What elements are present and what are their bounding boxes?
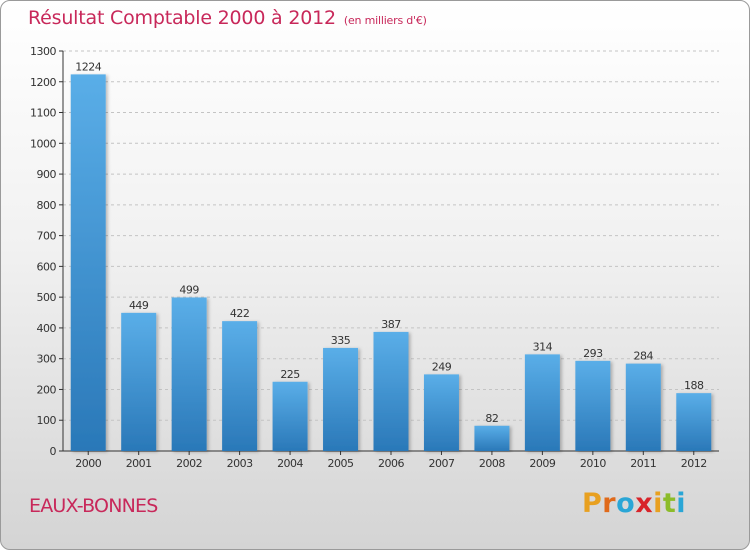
bar-value-label: 387	[381, 318, 401, 331]
logo-letter: i	[653, 488, 663, 519]
bar-value-label: 284	[634, 350, 654, 363]
bar	[474, 425, 510, 451]
bar-value-label: 188	[684, 379, 704, 392]
chart-unit-label: (en milliers d'€)	[343, 14, 427, 27]
place-name: EAUX-BONNES	[29, 495, 158, 517]
y-tick-label: 1200	[30, 76, 56, 89]
x-tick-label: 2007	[428, 457, 454, 470]
x-tick-label: 2009	[529, 457, 555, 470]
y-tick-label: 100	[37, 414, 57, 427]
x-tick-label: 2003	[227, 457, 253, 470]
bar-value-label: 249	[432, 360, 452, 373]
bar	[323, 347, 359, 451]
proxiti-logo: Proxiti	[582, 488, 686, 519]
y-tick-label: 500	[37, 291, 57, 304]
x-tick-label: 2008	[479, 457, 505, 470]
bar-value-label: 335	[331, 334, 351, 347]
y-tick-label: 1000	[30, 137, 56, 150]
bar	[676, 393, 712, 451]
chart-title-text: Résultat Comptable 2000 à 2012	[28, 7, 336, 29]
bar-value-label: 225	[280, 368, 300, 381]
y-tick-label: 300	[37, 353, 57, 366]
bar	[524, 354, 560, 451]
logo-letter: i	[676, 488, 687, 519]
y-tick-label: 600	[37, 260, 57, 273]
bar-value-label: 1224	[75, 60, 101, 73]
x-tick-label: 2011	[630, 457, 656, 470]
logo-letter: t	[662, 488, 677, 519]
x-tick-label: 2001	[126, 457, 152, 470]
bar-value-label: 499	[179, 283, 199, 296]
bar	[70, 74, 106, 451]
logo-letter: P	[582, 488, 603, 519]
bar	[575, 360, 611, 451]
y-tick-label: 200	[37, 383, 57, 396]
chart-title: Résultat Comptable 2000 à 2012 (en millie…	[28, 7, 427, 29]
y-tick-label: 900	[37, 168, 57, 181]
bar-value-label: 314	[533, 340, 553, 353]
x-tick-label: 2006	[378, 457, 404, 470]
x-tick-label: 2010	[580, 457, 606, 470]
x-tick-label: 2000	[75, 457, 101, 470]
y-tick-label: 700	[37, 230, 57, 243]
bar	[423, 374, 459, 451]
bar	[121, 312, 157, 451]
bar	[625, 363, 661, 451]
x-tick-label: 2005	[328, 457, 354, 470]
bar	[171, 297, 207, 451]
logo-letter: o	[616, 488, 636, 519]
bar-value-label: 293	[583, 347, 603, 360]
bar-value-label: 82	[485, 412, 498, 425]
logo-letter: x	[635, 488, 654, 519]
bar	[373, 331, 409, 451]
y-tick-label: 1100	[30, 107, 56, 120]
x-tick-label: 2002	[176, 457, 202, 470]
bar-value-label: 449	[129, 299, 149, 312]
bar	[272, 381, 308, 451]
bar-value-label: 422	[230, 307, 250, 320]
y-tick-label: 1300	[30, 45, 56, 58]
x-tick-label: 2004	[277, 457, 303, 470]
x-tick-label: 2012	[681, 457, 707, 470]
y-tick-label: 400	[37, 322, 57, 335]
y-tick-label: 800	[37, 199, 57, 212]
logo-letter: r	[602, 488, 617, 519]
y-tick-label: 0	[50, 445, 57, 458]
bar	[222, 321, 258, 451]
